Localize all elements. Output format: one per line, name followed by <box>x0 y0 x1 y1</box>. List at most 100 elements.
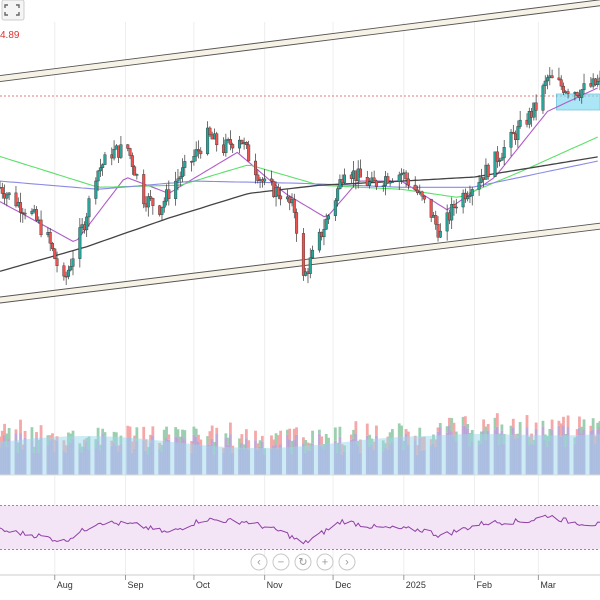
candle-body <box>550 75 554 79</box>
candle-body <box>39 219 43 236</box>
candle-body <box>130 155 134 167</box>
volume-bar-tip <box>525 415 529 428</box>
fullscreen-button[interactable] <box>1 0 25 21</box>
volume-bar-tip <box>0 436 2 448</box>
candle-body <box>596 81 600 86</box>
volume-bar-tip <box>559 423 563 437</box>
volume-bar-tip <box>142 426 146 441</box>
volume-bar-tip <box>197 434 200 442</box>
candle-body <box>50 243 54 250</box>
candle-body <box>7 192 11 196</box>
candle-body <box>71 258 75 267</box>
zoom-out-button[interactable]: − <box>272 553 290 571</box>
candle-body <box>342 174 346 183</box>
chevron-right-icon: › <box>345 557 349 569</box>
candle-body <box>500 157 504 161</box>
candle-body <box>516 126 520 140</box>
candle-body <box>142 174 146 205</box>
candle-body <box>160 206 164 215</box>
candle-body <box>276 187 280 197</box>
candle-body <box>463 192 467 200</box>
candle-body <box>486 164 490 177</box>
volume-bar-tip <box>96 427 100 441</box>
candle-body <box>336 188 340 201</box>
candle-body <box>324 218 328 230</box>
x-tick-label: Dec <box>335 580 352 590</box>
candle-body <box>479 177 483 183</box>
price-readout: 4.89 <box>0 30 20 41</box>
candle-body <box>119 144 123 158</box>
candle-body <box>101 164 105 168</box>
rsi-panel <box>0 505 600 550</box>
candle-body <box>422 195 426 200</box>
volume-bar-tip <box>3 423 6 436</box>
candle-body <box>192 155 196 162</box>
candle-body <box>69 266 73 271</box>
candle-body <box>413 184 417 191</box>
volume-bar-tip <box>274 433 278 445</box>
volume-bar-tip <box>126 425 130 438</box>
volume-bar-tip <box>518 422 522 435</box>
x-tick-label: Sep <box>127 580 143 590</box>
candle-body <box>167 189 171 199</box>
zoom-in-button[interactable]: + <box>316 553 334 571</box>
candle-body <box>541 85 545 111</box>
candle-body <box>55 258 59 266</box>
volume-bar-tip <box>557 420 561 426</box>
ma-slow-line <box>0 160 598 190</box>
plus-icon: + <box>322 557 328 569</box>
candle-body <box>372 177 376 182</box>
candle-body <box>400 173 404 176</box>
candle-body <box>386 176 390 184</box>
volume-bar-tip <box>247 440 251 450</box>
candlesticks <box>0 67 600 286</box>
volume-bar-tip <box>272 439 276 446</box>
candle-body <box>374 180 378 187</box>
volume-bar-tip <box>101 428 105 434</box>
volume-bar-tip <box>511 418 515 428</box>
candle-body <box>575 92 579 96</box>
candle-body <box>178 176 182 180</box>
candle-body <box>317 231 321 251</box>
volume-bar-tip <box>35 432 38 438</box>
candle-body <box>295 212 299 234</box>
candle-body <box>5 194 9 199</box>
candle-body <box>292 199 296 213</box>
reset-button[interactable]: ↻ <box>294 553 312 571</box>
chevron-left-icon: ‹ <box>257 557 261 569</box>
volume-bar-tip <box>575 429 579 436</box>
candle-body <box>454 206 458 209</box>
scroll-left-button[interactable]: ‹ <box>250 553 268 571</box>
volume-bar-tip <box>317 429 321 434</box>
volume-bar-tip <box>580 426 584 434</box>
minus-icon: − <box>278 557 284 569</box>
candle-body <box>358 168 362 178</box>
volume-bar-tip <box>240 434 244 444</box>
volume-bar-tip <box>215 427 219 434</box>
candle-body <box>557 77 561 80</box>
volume-bar-tip <box>167 434 171 440</box>
candle-body <box>128 148 132 156</box>
volume-bar-tip <box>484 426 488 440</box>
candle-body <box>493 151 497 177</box>
volume-bar-tip <box>598 421 600 428</box>
candle-body <box>176 178 180 182</box>
volume-bar-tip <box>311 430 314 444</box>
price-channel <box>0 0 600 304</box>
candle-body <box>228 139 232 145</box>
volume-bar-tip <box>30 427 34 441</box>
volume-bar-tip <box>582 419 586 430</box>
x-tick-label: 2025 <box>406 580 426 590</box>
candle-body <box>365 177 369 186</box>
candle-body <box>126 144 130 149</box>
candle-body <box>527 111 531 125</box>
volume-bar-tip <box>495 413 499 427</box>
scroll-right-button[interactable]: › <box>338 553 356 571</box>
volume-bar-tip <box>71 430 75 439</box>
candle-body <box>543 80 547 87</box>
volume-bar-tip <box>352 429 356 439</box>
candle-body <box>308 257 312 274</box>
volume-bar-tip <box>550 419 554 430</box>
candle-body <box>477 182 481 190</box>
